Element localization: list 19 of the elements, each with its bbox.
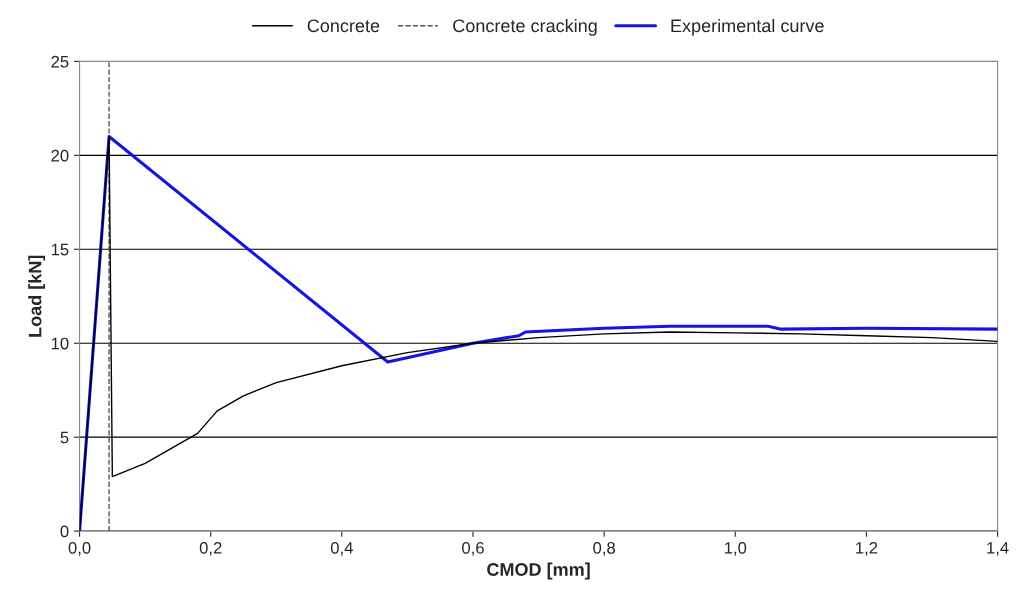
x-tick-label: 0,8: [593, 541, 615, 556]
y-tick-label: 15: [51, 243, 69, 256]
y-tick-label: 20: [51, 149, 69, 162]
x-tick-label: 0,0: [68, 541, 91, 556]
y-tick-label: 10: [51, 337, 69, 350]
x-tick-label: 1,0: [724, 541, 747, 556]
legend-label: Concrete: [307, 19, 380, 33]
y-tick-label: 0: [60, 525, 69, 538]
x-tick-label: 1,2: [856, 541, 878, 556]
legend-label: Experimental curve: [671, 18, 824, 36]
x-tick-label: 0,4: [330, 541, 353, 556]
x-axis-title: CMOD [mm]: [487, 562, 590, 580]
x-tick-label: 1,4: [987, 542, 1009, 556]
x-tick-label: 0,6: [462, 541, 484, 556]
y-tick-label: 5: [60, 431, 69, 444]
y-tick-label: 25: [51, 55, 69, 68]
legend-label: Concrete cracking: [453, 18, 597, 36]
y-axis-title: Load [kN]: [28, 255, 46, 337]
x-tick-label: 0,2: [199, 541, 222, 556]
